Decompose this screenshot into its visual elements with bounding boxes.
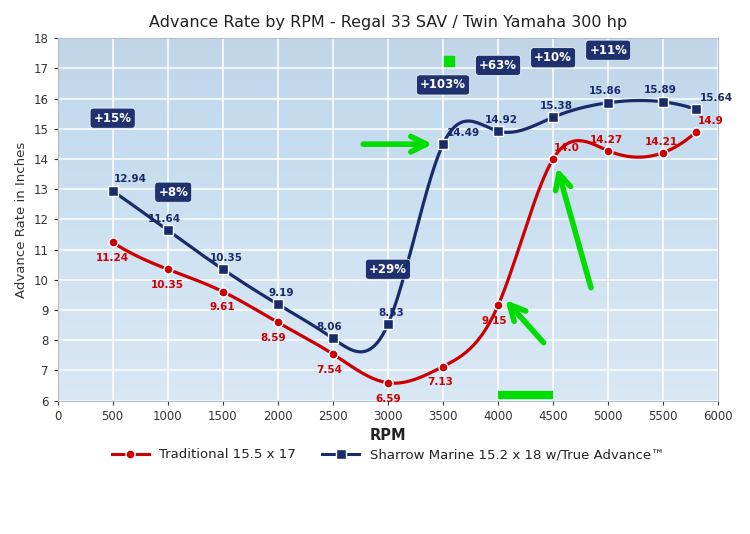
Text: 14.21: 14.21: [644, 137, 678, 147]
Text: +103%: +103%: [420, 78, 466, 91]
Text: 6.59: 6.59: [375, 395, 400, 404]
Text: 14.92: 14.92: [485, 115, 518, 124]
Text: 10.35: 10.35: [209, 253, 242, 263]
Text: 15.64: 15.64: [700, 93, 733, 103]
Text: 8.53: 8.53: [379, 308, 404, 318]
Text: +10%: +10%: [534, 51, 572, 64]
Text: 11.64: 11.64: [148, 214, 181, 224]
Text: +15%: +15%: [94, 112, 132, 124]
Text: 11.24: 11.24: [96, 253, 129, 263]
Text: +11%: +11%: [590, 44, 627, 57]
Text: 15.38: 15.38: [540, 101, 573, 111]
X-axis label: RPM: RPM: [370, 428, 407, 443]
Text: 9.61: 9.61: [210, 302, 236, 312]
Y-axis label: Advance Rate in Inches: Advance Rate in Inches: [15, 142, 28, 297]
Text: 9.15: 9.15: [482, 316, 508, 326]
FancyBboxPatch shape: [58, 38, 718, 400]
Title: Advance Rate by RPM - Regal 33 SAV / Twin Yamaha 300 hp: Advance Rate by RPM - Regal 33 SAV / Twi…: [149, 15, 627, 30]
Legend: Traditional 15.5 x 17, Sharrow Marine 15.2 x 18 w/True Advance™: Traditional 15.5 x 17, Sharrow Marine 15…: [106, 443, 670, 467]
Text: 14.9: 14.9: [698, 116, 723, 126]
Text: 15.89: 15.89: [644, 85, 676, 96]
Text: +63%: +63%: [479, 59, 517, 72]
Text: 12.94: 12.94: [114, 175, 147, 185]
Text: 8.59: 8.59: [260, 333, 286, 343]
Text: +29%: +29%: [369, 263, 407, 276]
Text: +8%: +8%: [158, 186, 188, 199]
Text: 10.35: 10.35: [152, 280, 184, 290]
Text: 15.86: 15.86: [589, 87, 622, 96]
Text: 7.13: 7.13: [427, 377, 453, 387]
Text: 9.19: 9.19: [268, 288, 294, 298]
Text: 14.27: 14.27: [590, 135, 622, 145]
Text: 14.0: 14.0: [554, 144, 580, 153]
Text: 14.49: 14.49: [446, 128, 479, 138]
Text: 7.54: 7.54: [316, 365, 343, 375]
Text: 8.06: 8.06: [316, 322, 343, 332]
